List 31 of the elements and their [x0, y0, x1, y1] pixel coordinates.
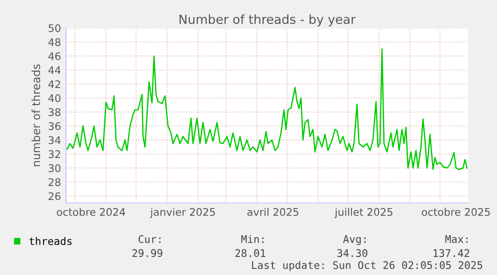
y-tick-label: 42 [48, 80, 60, 88]
y-tick-label: 44 [48, 66, 61, 74]
y-tick-label: 48 [48, 38, 60, 46]
text: Max: [445, 235, 468, 244]
y-tick-label: 50 [48, 24, 60, 32]
chart-title: Number of threads - by year [180, 14, 356, 26]
y-tick-label: 34 [48, 136, 61, 144]
y-tick-label: 26 [48, 192, 60, 200]
y-tick-label: 40 [48, 94, 60, 102]
text: 29.99 [132, 249, 162, 258]
text: Min: [241, 234, 264, 243]
text: 34.30 [337, 249, 368, 258]
line-series [66, 48, 468, 170]
x-tick-label: octobre 2025 [422, 208, 490, 216]
text: Cur: [138, 235, 160, 244]
text: 28.01 [235, 249, 266, 258]
y-axis-title: number of threads [32, 64, 40, 166]
x-tick-label: janvier 2025 [150, 208, 215, 218]
text: 137.42 [434, 249, 470, 258]
y-tick-label: 28 [48, 178, 60, 186]
legend-label: threads [29, 236, 72, 246]
y-tick-label: 46 [48, 52, 60, 60]
x-tick-label: avril 2025 [247, 208, 298, 216]
text: Avg: [343, 235, 366, 246]
text: Last update: Sun Oct 26 02:05:05 2025 [252, 260, 482, 272]
y-tick-label: 30 [48, 164, 60, 172]
y-tick-label: 32 [48, 150, 60, 158]
y-tick-label: 36 [48, 122, 60, 130]
x-tick-label: octobre 2024 [56, 208, 126, 216]
y-tick-label: 38 [48, 108, 60, 116]
x-tick-label: juillet 2025 [334, 208, 392, 218]
